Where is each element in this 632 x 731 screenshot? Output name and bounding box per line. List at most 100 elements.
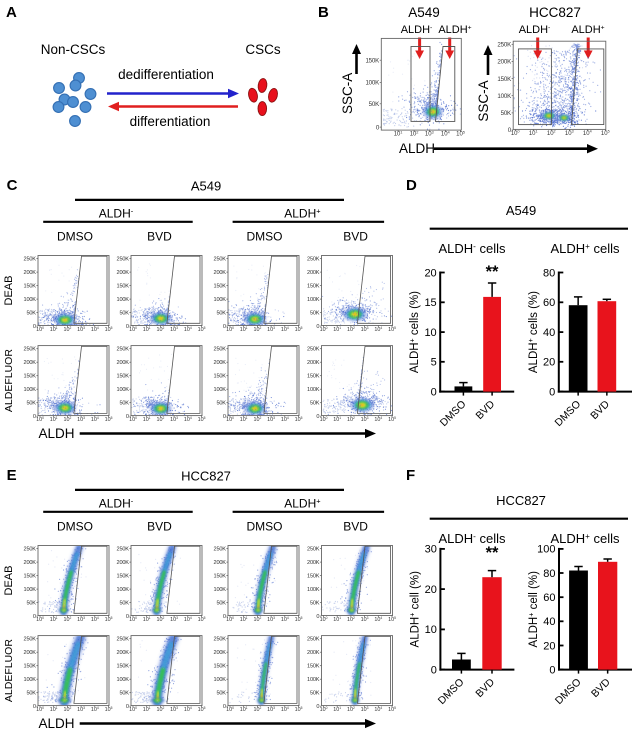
svg-text:103: 103 [170, 326, 178, 333]
svg-text:105: 105 [295, 616, 303, 623]
svg-text:102: 102 [63, 706, 71, 713]
svg-text:0: 0 [431, 664, 437, 676]
svg-text:200K: 200K [117, 650, 130, 656]
svg-text:102: 102 [253, 326, 261, 333]
svg-text:HCC827: HCC827 [496, 493, 546, 508]
svg-text:100K: 100K [497, 93, 512, 100]
svg-text:200K: 200K [214, 650, 227, 656]
svg-text:102: 102 [156, 706, 164, 713]
svg-text:100K: 100K [307, 387, 320, 393]
svg-text:100: 100 [320, 616, 328, 623]
svg-text:50K: 50K [369, 101, 380, 108]
svg-text:250K: 250K [307, 637, 320, 643]
svg-text:200K: 200K [307, 650, 320, 656]
svg-text:100: 100 [320, 416, 328, 423]
svg-text:BVD: BVD [147, 230, 172, 244]
svg-text:A549: A549 [408, 5, 440, 20]
svg-text:50K: 50K [501, 110, 512, 117]
svg-text:50K: 50K [310, 601, 320, 607]
svg-text:B: B [318, 4, 329, 21]
svg-text:103: 103 [77, 616, 85, 623]
svg-text:101: 101 [333, 416, 341, 423]
svg-text:103: 103 [361, 416, 369, 423]
svg-text:10: 10 [425, 624, 437, 636]
svg-text:250K: 250K [117, 257, 130, 263]
svg-text:105: 105 [105, 706, 113, 713]
svg-text:102: 102 [156, 416, 164, 423]
svg-text:50K: 50K [310, 311, 320, 317]
svg-text:101: 101 [143, 706, 151, 713]
svg-text:100: 100 [129, 706, 137, 713]
svg-text:100K: 100K [307, 677, 320, 683]
svg-text:200K: 200K [214, 360, 227, 366]
svg-text:20: 20 [425, 584, 437, 596]
svg-text:ALDH- cells: ALDH- cells [438, 241, 506, 256]
svg-text:103: 103 [170, 616, 178, 623]
svg-text:101: 101 [143, 326, 151, 333]
svg-text:101: 101 [240, 326, 248, 333]
svg-text:105: 105 [198, 706, 206, 713]
svg-text:200K: 200K [307, 270, 320, 276]
svg-text:100: 100 [320, 326, 328, 333]
svg-text:104: 104 [374, 326, 382, 333]
svg-text:0: 0 [223, 414, 226, 420]
svg-text:5: 5 [431, 357, 437, 369]
svg-text:200K: 200K [117, 560, 130, 566]
svg-text:50K: 50K [119, 691, 129, 697]
svg-text:250K: 250K [497, 42, 512, 49]
svg-text:104: 104 [91, 706, 99, 713]
svg-text:0: 0 [126, 324, 129, 330]
svg-text:0: 0 [223, 704, 226, 710]
svg-text:DMSO: DMSO [57, 230, 93, 244]
svg-text:0: 0 [33, 414, 36, 420]
svg-text:50K: 50K [119, 401, 129, 407]
svg-text:ALDH+ cell (%): ALDH+ cell (%) [409, 571, 422, 648]
svg-text:150K: 150K [365, 58, 380, 65]
svg-text:105: 105 [295, 416, 303, 423]
svg-text:DEAB: DEAB [3, 566, 15, 596]
svg-text:101: 101 [143, 616, 151, 623]
svg-text:200K: 200K [307, 560, 320, 566]
svg-text:102: 102 [156, 616, 164, 623]
svg-text:0: 0 [316, 414, 319, 420]
svg-text:20: 20 [543, 357, 555, 369]
svg-text:ALDH+: ALDH+ [571, 24, 604, 36]
svg-text:100K: 100K [117, 587, 130, 593]
svg-text:104: 104 [374, 706, 382, 713]
svg-text:100K: 100K [214, 677, 227, 683]
svg-text:100K: 100K [24, 387, 37, 393]
svg-text:40: 40 [543, 327, 555, 339]
svg-text:250K: 250K [214, 347, 227, 353]
svg-text:BVD: BVD [343, 520, 368, 534]
svg-text:250K: 250K [307, 257, 320, 263]
svg-text:80: 80 [543, 568, 555, 580]
svg-text:100: 100 [226, 416, 234, 423]
svg-text:50K: 50K [119, 601, 129, 607]
svg-text:103: 103 [425, 130, 434, 137]
svg-text:60: 60 [543, 592, 555, 604]
svg-text:20: 20 [424, 267, 436, 279]
svg-text:105: 105 [601, 130, 610, 137]
svg-text:250K: 250K [24, 347, 37, 353]
svg-text:100: 100 [511, 130, 520, 137]
svg-text:DMSO: DMSO [247, 230, 283, 244]
svg-text:105: 105 [105, 416, 113, 423]
svg-text:250K: 250K [117, 547, 130, 553]
svg-text:ALDH+ cell (%): ALDH+ cell (%) [527, 571, 540, 648]
svg-text:50K: 50K [216, 311, 226, 317]
svg-text:150K: 150K [117, 284, 130, 290]
svg-text:ALDEFLUOR: ALDEFLUOR [3, 349, 15, 412]
svg-text:150K: 150K [214, 284, 227, 290]
svg-text:50K: 50K [119, 311, 129, 317]
svg-text:100K: 100K [117, 297, 130, 303]
svg-text:A549: A549 [191, 178, 221, 193]
svg-text:102: 102 [347, 616, 355, 623]
svg-text:0: 0 [431, 386, 437, 398]
svg-text:100: 100 [36, 706, 44, 713]
svg-text:0: 0 [223, 614, 226, 620]
svg-text:0: 0 [549, 386, 555, 398]
svg-text:100: 100 [226, 706, 234, 713]
svg-text:200K: 200K [307, 360, 320, 366]
svg-text:0: 0 [126, 414, 129, 420]
svg-text:101: 101 [50, 326, 58, 333]
